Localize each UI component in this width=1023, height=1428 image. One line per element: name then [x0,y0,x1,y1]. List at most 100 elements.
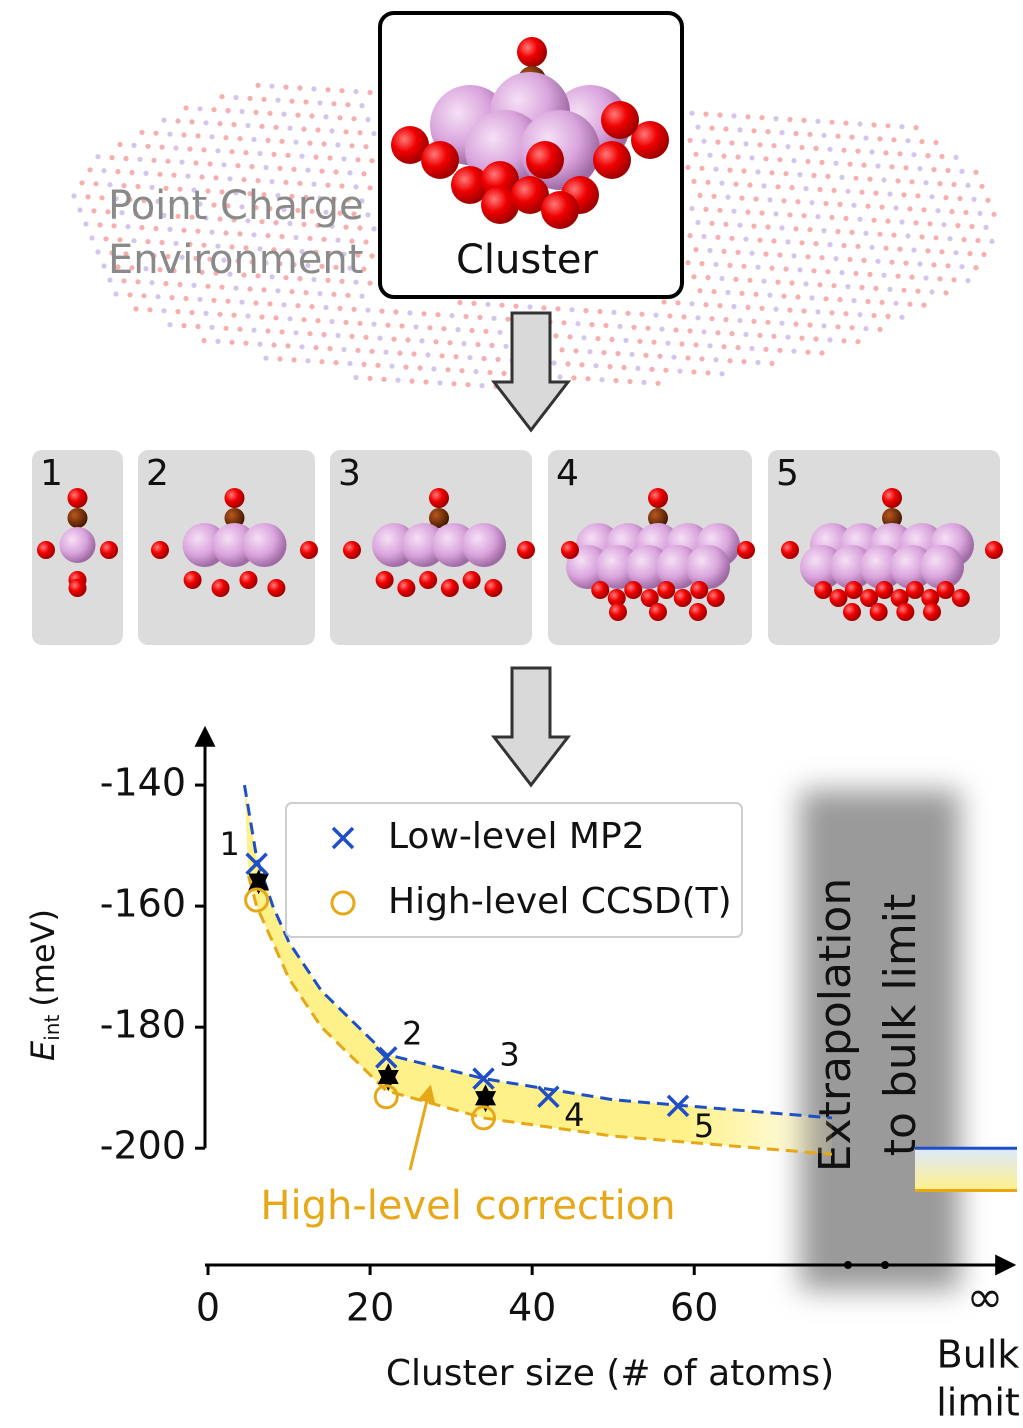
point-charge [759,306,764,311]
point-charge [839,270,844,275]
point-charge [245,123,250,128]
point-charge [365,212,370,217]
oxygen-atom [648,488,668,508]
point-charge [95,154,100,159]
point-charge [725,290,730,295]
point-charge [323,114,328,119]
point-charge [351,116,356,121]
cluster-label: Cluster [456,237,599,283]
point-charge [629,352,634,357]
panel-number: 3 [338,453,361,494]
point-charge [715,330,720,335]
point-charge [77,207,82,212]
point-charge [265,138,270,143]
point-charge [753,292,758,297]
oxygen-atom [845,581,863,599]
point-charge [329,128,334,133]
point-charge [225,108,230,113]
point-charge [661,299,666,304]
point-charge [917,261,922,266]
oxygen-atom [689,603,707,621]
point-charge [113,291,118,296]
point-charge [653,313,658,318]
point-charge [793,226,798,231]
point-charge [701,329,706,334]
point-charge [259,124,264,129]
point-charge [677,369,682,374]
point-charge [645,326,650,331]
point-charge [939,249,944,254]
point-charge [461,341,466,346]
point-charge [275,98,280,103]
point-charge [945,263,950,268]
point-charge [755,265,760,270]
point-charge [963,210,968,215]
point-charge [805,350,810,355]
point-charge [221,162,226,167]
point-charge [321,141,326,146]
point-charge [405,337,410,342]
environment-label: Environment [108,237,363,283]
oxygen-atom [300,541,318,559]
point-charge [183,105,188,110]
point-charge [925,248,930,253]
point-charge [735,345,740,350]
point-charge [739,196,744,201]
point-charge [933,140,938,145]
point-charge [489,343,494,348]
point-charge [627,379,632,384]
oxygen-atom [151,541,169,559]
point-charge [839,175,844,180]
point-charge [333,169,338,174]
point-charge [749,251,754,256]
point-charge [239,109,244,114]
point-charge [635,366,640,371]
oxygen-atom [906,581,924,599]
point-charge [617,324,622,329]
point-charge [447,340,452,345]
point-charge [217,121,222,126]
point-charge [417,365,422,370]
point-charge [919,139,924,144]
oxygen-atom [212,579,230,597]
point-charge [277,166,282,171]
point-charge [293,330,298,335]
point-charge [371,226,376,231]
point-charge [887,287,892,292]
point-charge [707,248,712,253]
point-charge [687,138,692,143]
point-charge [335,333,340,338]
metal-atom [60,527,96,563]
point-charge [841,148,846,153]
point-charge [681,314,686,319]
point-charge [959,264,964,269]
point-charge [727,358,732,363]
point-charge [685,355,690,360]
point-charge [449,313,454,318]
point-charge [271,152,276,157]
point-charge [815,309,820,314]
point-charge [687,328,692,333]
point-charge [687,233,692,238]
point-charge [325,87,330,92]
point-charge [817,187,822,192]
point-charge [789,185,794,190]
point-charge [187,146,192,151]
oxygen-atom [737,541,755,559]
point-charge [781,198,786,203]
point-charge [723,126,728,131]
point-charge [829,120,834,125]
legend-label: High-level CCSD(T) [388,881,732,922]
point-charge [347,170,352,175]
point-charge [85,194,90,199]
oxygen-atom [609,603,627,621]
point-charge [419,338,424,343]
point-charge [897,151,902,156]
point-charge [611,310,616,315]
oxygen-atom [343,541,361,559]
point-charge [735,250,740,255]
point-charge [599,377,604,382]
figure: Point Charge Environment Cluster 12345 E… [0,0,1023,1428]
point-charge [787,117,792,122]
point-charge [253,300,258,305]
